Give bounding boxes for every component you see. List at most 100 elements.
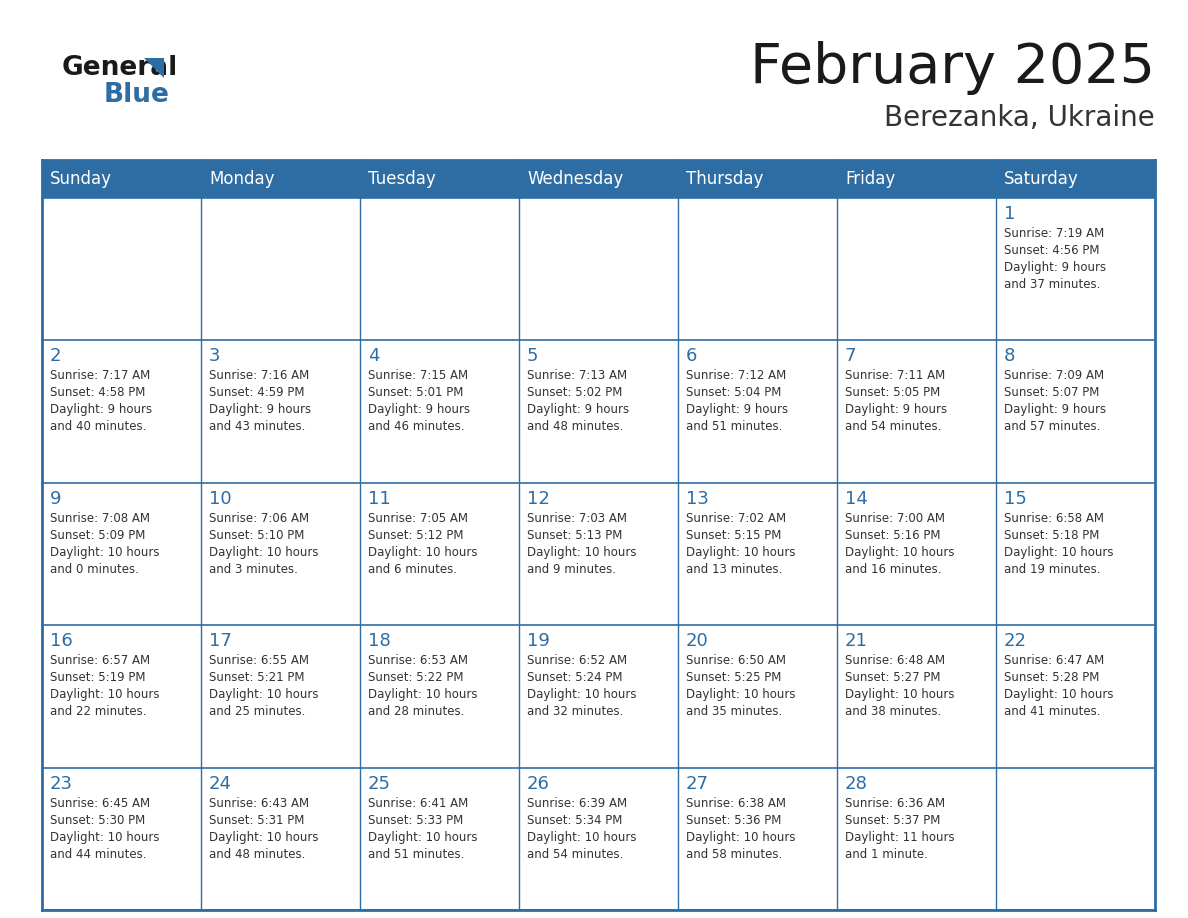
Bar bbox=[201, 198, 360, 341]
Text: 11: 11 bbox=[368, 490, 391, 508]
Polygon shape bbox=[144, 58, 164, 78]
Text: Saturday: Saturday bbox=[1004, 170, 1079, 188]
Text: 8: 8 bbox=[1004, 347, 1016, 365]
Text: Sunrise: 6:41 AM: Sunrise: 6:41 AM bbox=[368, 797, 468, 810]
Text: Sunrise: 6:48 AM: Sunrise: 6:48 AM bbox=[845, 655, 946, 667]
Text: 24: 24 bbox=[209, 775, 232, 792]
Text: Sunrise: 7:00 AM: Sunrise: 7:00 AM bbox=[845, 512, 944, 525]
Text: Monday: Monday bbox=[209, 170, 274, 188]
Text: and 9 minutes.: and 9 minutes. bbox=[527, 563, 617, 576]
Bar bbox=[201, 625, 360, 767]
Text: and 57 minutes.: and 57 minutes. bbox=[1004, 420, 1100, 433]
Text: Daylight: 9 hours: Daylight: 9 hours bbox=[1004, 261, 1106, 274]
Text: Sunset: 5:33 PM: Sunset: 5:33 PM bbox=[368, 813, 463, 826]
Text: 22: 22 bbox=[1004, 633, 1026, 650]
Text: Sunset: 5:02 PM: Sunset: 5:02 PM bbox=[527, 386, 623, 399]
Text: 2: 2 bbox=[50, 347, 62, 365]
Bar bbox=[678, 483, 838, 625]
Bar bbox=[996, 198, 1155, 341]
Text: Daylight: 10 hours: Daylight: 10 hours bbox=[845, 546, 954, 559]
Bar bbox=[360, 198, 519, 341]
Bar bbox=[360, 767, 519, 910]
Bar bbox=[360, 625, 519, 767]
Text: Sunrise: 7:02 AM: Sunrise: 7:02 AM bbox=[685, 512, 786, 525]
Bar bbox=[42, 625, 201, 767]
Text: and 6 minutes.: and 6 minutes. bbox=[368, 563, 457, 576]
Bar bbox=[678, 341, 838, 483]
Text: and 44 minutes.: and 44 minutes. bbox=[50, 847, 146, 860]
Text: Sunset: 5:24 PM: Sunset: 5:24 PM bbox=[527, 671, 623, 684]
Text: Daylight: 9 hours: Daylight: 9 hours bbox=[50, 403, 152, 417]
Text: and 48 minutes.: and 48 minutes. bbox=[209, 847, 305, 860]
Text: 7: 7 bbox=[845, 347, 857, 365]
Text: and 32 minutes.: and 32 minutes. bbox=[527, 705, 624, 718]
Text: and 48 minutes.: and 48 minutes. bbox=[527, 420, 624, 433]
Text: and 1 minute.: and 1 minute. bbox=[845, 847, 928, 860]
Text: Sunrise: 7:05 AM: Sunrise: 7:05 AM bbox=[368, 512, 468, 525]
Text: Daylight: 9 hours: Daylight: 9 hours bbox=[527, 403, 630, 417]
Text: Daylight: 10 hours: Daylight: 10 hours bbox=[527, 546, 637, 559]
Text: Daylight: 10 hours: Daylight: 10 hours bbox=[685, 546, 796, 559]
Text: 1: 1 bbox=[1004, 205, 1016, 223]
Text: 20: 20 bbox=[685, 633, 709, 650]
Text: Daylight: 10 hours: Daylight: 10 hours bbox=[527, 831, 637, 844]
Text: Daylight: 9 hours: Daylight: 9 hours bbox=[685, 403, 788, 417]
Text: 13: 13 bbox=[685, 490, 709, 508]
Bar bbox=[42, 160, 1155, 198]
Bar bbox=[201, 767, 360, 910]
Text: 4: 4 bbox=[368, 347, 379, 365]
Text: Sunset: 5:30 PM: Sunset: 5:30 PM bbox=[50, 813, 145, 826]
Text: Sunrise: 7:03 AM: Sunrise: 7:03 AM bbox=[527, 512, 627, 525]
Text: Sunrise: 6:57 AM: Sunrise: 6:57 AM bbox=[50, 655, 150, 667]
Text: and 41 minutes.: and 41 minutes. bbox=[1004, 705, 1100, 718]
Text: Daylight: 10 hours: Daylight: 10 hours bbox=[50, 546, 159, 559]
Text: and 58 minutes.: and 58 minutes. bbox=[685, 847, 782, 860]
Text: Daylight: 10 hours: Daylight: 10 hours bbox=[845, 688, 954, 701]
Text: 9: 9 bbox=[50, 490, 62, 508]
Text: Sunrise: 7:12 AM: Sunrise: 7:12 AM bbox=[685, 369, 786, 383]
Text: and 22 minutes.: and 22 minutes. bbox=[50, 705, 146, 718]
Text: Sunrise: 7:17 AM: Sunrise: 7:17 AM bbox=[50, 369, 150, 383]
Text: Sunrise: 6:39 AM: Sunrise: 6:39 AM bbox=[527, 797, 627, 810]
Text: Sunrise: 6:50 AM: Sunrise: 6:50 AM bbox=[685, 655, 786, 667]
Text: Daylight: 11 hours: Daylight: 11 hours bbox=[845, 831, 955, 844]
Bar bbox=[519, 198, 678, 341]
Text: Blue: Blue bbox=[105, 82, 170, 108]
Text: Sunday: Sunday bbox=[50, 170, 112, 188]
Text: Sunset: 5:28 PM: Sunset: 5:28 PM bbox=[1004, 671, 1099, 684]
Bar bbox=[42, 767, 201, 910]
Text: Sunrise: 6:55 AM: Sunrise: 6:55 AM bbox=[209, 655, 309, 667]
Text: and 38 minutes.: and 38 minutes. bbox=[845, 705, 941, 718]
Text: Sunrise: 6:53 AM: Sunrise: 6:53 AM bbox=[368, 655, 468, 667]
Bar bbox=[838, 625, 996, 767]
Text: Thursday: Thursday bbox=[685, 170, 764, 188]
Bar bbox=[838, 767, 996, 910]
Text: Sunrise: 7:19 AM: Sunrise: 7:19 AM bbox=[1004, 227, 1105, 240]
Text: Daylight: 10 hours: Daylight: 10 hours bbox=[368, 831, 478, 844]
Text: Daylight: 10 hours: Daylight: 10 hours bbox=[209, 546, 318, 559]
Bar bbox=[519, 767, 678, 910]
Bar bbox=[996, 341, 1155, 483]
Bar bbox=[360, 483, 519, 625]
Text: 26: 26 bbox=[527, 775, 550, 792]
Bar bbox=[201, 483, 360, 625]
Text: and 13 minutes.: and 13 minutes. bbox=[685, 563, 783, 576]
Bar bbox=[519, 625, 678, 767]
Text: and 51 minutes.: and 51 minutes. bbox=[685, 420, 783, 433]
Text: and 25 minutes.: and 25 minutes. bbox=[209, 705, 305, 718]
Bar bbox=[678, 625, 838, 767]
Text: 18: 18 bbox=[368, 633, 391, 650]
Text: 12: 12 bbox=[527, 490, 550, 508]
Text: 28: 28 bbox=[845, 775, 868, 792]
Text: Sunrise: 6:52 AM: Sunrise: 6:52 AM bbox=[527, 655, 627, 667]
Text: February 2025: February 2025 bbox=[750, 41, 1155, 95]
Text: Sunrise: 7:09 AM: Sunrise: 7:09 AM bbox=[1004, 369, 1104, 383]
Text: Sunset: 5:19 PM: Sunset: 5:19 PM bbox=[50, 671, 145, 684]
Bar bbox=[838, 341, 996, 483]
Text: and 19 minutes.: and 19 minutes. bbox=[1004, 563, 1100, 576]
Bar bbox=[201, 341, 360, 483]
Text: 10: 10 bbox=[209, 490, 232, 508]
Bar bbox=[996, 483, 1155, 625]
Text: Sunset: 5:21 PM: Sunset: 5:21 PM bbox=[209, 671, 304, 684]
Text: Berezanka, Ukraine: Berezanka, Ukraine bbox=[884, 104, 1155, 132]
